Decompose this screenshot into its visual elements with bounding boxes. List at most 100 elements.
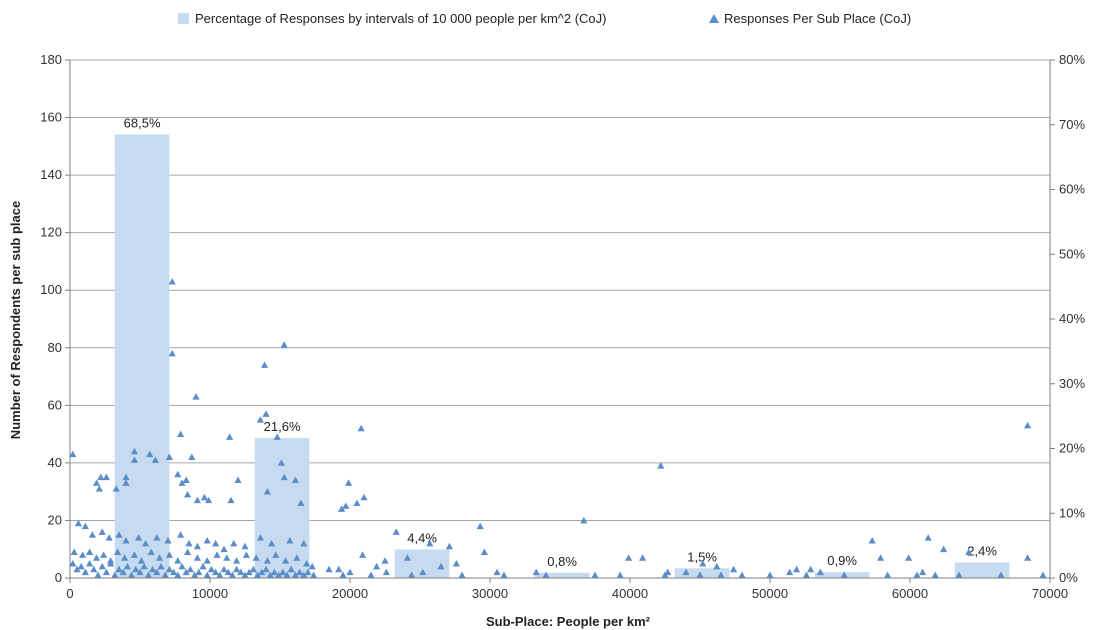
scatter-point bbox=[182, 568, 190, 576]
bar-label: 2,4% bbox=[967, 543, 997, 558]
x-tick-label: 50000 bbox=[752, 586, 788, 601]
x-tick-label: 0 bbox=[66, 586, 73, 601]
scatter-point bbox=[426, 539, 434, 547]
scatter-point bbox=[262, 410, 270, 417]
scatter-point bbox=[153, 568, 161, 576]
scatter-point bbox=[168, 349, 176, 357]
scatter-point bbox=[272, 551, 280, 558]
scatter-point bbox=[1024, 421, 1032, 429]
x-tick-label: 60000 bbox=[892, 586, 928, 601]
scatter-point bbox=[280, 473, 288, 481]
y-right-tick-label: 20% bbox=[1059, 441, 1085, 456]
y-right-tick-label: 0% bbox=[1059, 570, 1078, 585]
scatter-point bbox=[868, 536, 876, 544]
scatter-point bbox=[241, 542, 249, 550]
scatter-point bbox=[476, 522, 484, 530]
scatter-point bbox=[580, 516, 588, 524]
scatter-point bbox=[121, 554, 129, 561]
scatter-point bbox=[237, 568, 245, 576]
scatter-point bbox=[130, 551, 138, 558]
scatter-point bbox=[304, 568, 312, 576]
bar bbox=[814, 572, 870, 578]
scatter-point bbox=[263, 557, 271, 564]
scatter-point bbox=[913, 571, 921, 579]
scatter-point bbox=[367, 571, 375, 579]
bar bbox=[954, 562, 1010, 578]
tick-labels: 0 20 40 60 80 100 120 140 160 180 0% 10% 20% 30% 40% 50… bbox=[40, 52, 1085, 601]
scatter-point bbox=[136, 568, 144, 576]
bar-label: 1,5% bbox=[687, 549, 717, 564]
scatter-point bbox=[142, 539, 150, 547]
scatter-point bbox=[591, 571, 599, 579]
scatter-point bbox=[95, 485, 103, 492]
scatter-point bbox=[884, 571, 892, 579]
scatter-point bbox=[205, 496, 213, 504]
scatter-point bbox=[115, 531, 123, 538]
x-axis-title: Sub-Place: People per km² bbox=[486, 614, 651, 629]
scatter-point bbox=[786, 568, 794, 576]
y-right-tick-label: 40% bbox=[1059, 311, 1085, 326]
scatter-point bbox=[408, 571, 416, 579]
x-tick-label: 10000 bbox=[192, 586, 228, 601]
scatter-point bbox=[193, 554, 201, 561]
y-right-tick-label: 60% bbox=[1059, 182, 1085, 197]
x-tick-label: 20000 bbox=[332, 586, 368, 601]
scatter-point bbox=[69, 450, 77, 458]
x-tick-label: 70000 bbox=[1032, 586, 1068, 601]
scatter-point bbox=[919, 568, 927, 576]
scatter-point bbox=[193, 496, 201, 504]
scatter-point bbox=[345, 479, 353, 486]
scatter-point bbox=[291, 476, 299, 484]
scatter-point bbox=[277, 459, 285, 466]
scatter-point bbox=[802, 571, 810, 579]
scatter-point bbox=[280, 341, 288, 348]
scatter-point bbox=[132, 565, 140, 573]
scatter-point bbox=[268, 539, 276, 547]
scatter-point bbox=[816, 568, 824, 576]
scatter-point bbox=[111, 571, 119, 579]
scatter-point bbox=[256, 416, 264, 423]
bar-label: 0,9% bbox=[827, 553, 857, 568]
scatter-point bbox=[122, 536, 130, 544]
bar bbox=[254, 438, 310, 578]
scatter-point bbox=[291, 571, 299, 579]
scatter-point bbox=[114, 548, 122, 555]
scatter-point bbox=[230, 539, 238, 547]
scatter-point bbox=[300, 571, 308, 579]
scatter-point bbox=[262, 565, 270, 573]
scatter-point bbox=[212, 568, 220, 576]
bar bbox=[114, 134, 170, 578]
scatter-point bbox=[282, 557, 290, 564]
scatter-point bbox=[965, 548, 973, 555]
scatter-point bbox=[359, 551, 367, 558]
y-left-tick-label: 140 bbox=[40, 167, 62, 182]
x-tick-label: 40000 bbox=[612, 586, 648, 601]
scatter-point bbox=[403, 554, 411, 561]
scatter-point bbox=[130, 456, 138, 463]
y-right-tick-label: 70% bbox=[1059, 117, 1085, 132]
scatter-point bbox=[220, 565, 228, 573]
scatter-point bbox=[840, 571, 848, 579]
scatter-point bbox=[793, 565, 801, 573]
scatter-point bbox=[177, 430, 185, 437]
scatter-point bbox=[245, 568, 253, 576]
y-left-tick-label: 180 bbox=[40, 52, 62, 67]
scatter-point bbox=[122, 473, 130, 481]
scatter-point bbox=[174, 571, 182, 579]
scatter-point bbox=[392, 528, 400, 535]
scatter-point bbox=[178, 562, 186, 570]
scatter-point bbox=[90, 565, 98, 573]
scatter-point bbox=[346, 568, 354, 576]
scatter-point bbox=[102, 473, 110, 481]
scatter-point bbox=[69, 560, 77, 567]
scatter-point bbox=[997, 571, 1005, 579]
y-right-tick-label: 10% bbox=[1059, 505, 1085, 520]
y-left-tick-label: 100 bbox=[40, 282, 62, 297]
bar bbox=[674, 568, 730, 578]
scatter-point bbox=[766, 571, 774, 579]
scatter-point bbox=[310, 571, 318, 579]
scatter-point bbox=[184, 548, 192, 555]
scatter-point bbox=[200, 493, 208, 501]
bar-label: 4,4% bbox=[407, 531, 437, 546]
scatter-point bbox=[532, 568, 540, 576]
